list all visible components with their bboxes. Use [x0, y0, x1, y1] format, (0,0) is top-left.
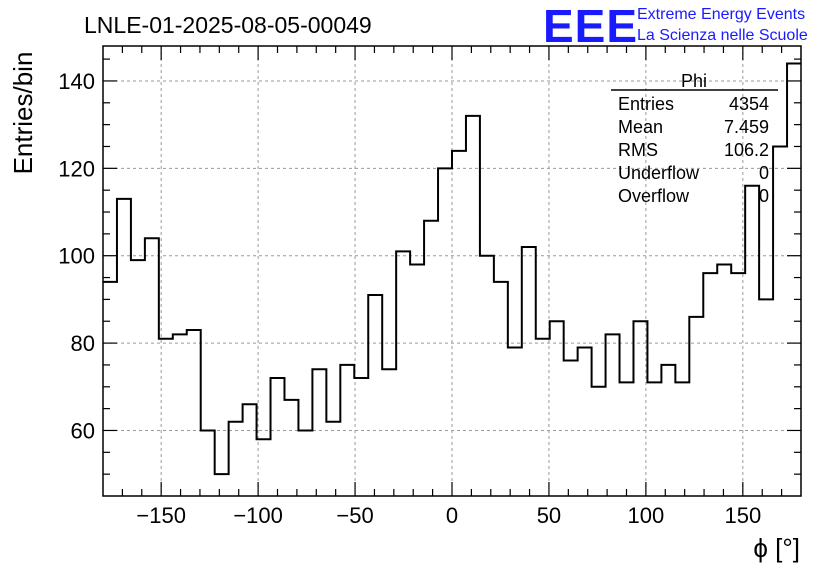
stats-box-name: Phi: [681, 71, 707, 91]
histogram-bin: [187, 330, 201, 496]
y-tick-label: 100: [58, 244, 95, 269]
stats-row-label: Mean: [618, 117, 663, 137]
histogram-bin: [229, 422, 243, 496]
histogram-bin: [424, 221, 438, 496]
histogram-bin: [438, 168, 452, 496]
histogram-bin: [647, 382, 661, 496]
histogram-bin: [215, 474, 229, 496]
logo-mark: EEE: [543, 0, 638, 52]
histogram-bin: [508, 347, 522, 496]
x-tick-label: 150: [724, 503, 761, 528]
histogram-bin: [550, 321, 564, 496]
x-tick-label: 50: [537, 503, 561, 528]
histogram-bin: [633, 321, 647, 496]
histogram-bin: [452, 151, 466, 496]
histogram-bin: [606, 334, 620, 496]
y-tick-label: 60: [71, 418, 95, 443]
x-tick-labels: −150 −100 −50 0 50 100 150: [136, 503, 761, 528]
histogram-bin: [284, 400, 298, 496]
histogram-bin: [731, 273, 745, 496]
histogram-bin: [564, 361, 578, 496]
histogram-bin: [703, 273, 717, 496]
axis-ticks: [103, 46, 801, 496]
histogram-bin: [592, 387, 606, 496]
x-tick-label: −100: [233, 503, 283, 528]
histogram-bin: [354, 378, 368, 496]
stats-row-value: 0: [759, 186, 769, 206]
histogram-bin: [201, 430, 215, 496]
stats-row-value: 0: [759, 163, 769, 183]
histogram-bin: [368, 295, 382, 496]
histogram-bin: [578, 347, 592, 496]
histogram-bin: [787, 63, 801, 496]
y-tick-label: 140: [58, 69, 95, 94]
logo-line-1: Extreme Energy Events: [637, 6, 805, 23]
y-tick-label: 80: [71, 331, 95, 356]
histogram-bin: [536, 339, 550, 496]
histogram-bin: [410, 264, 424, 496]
x-tick-label: 0: [446, 503, 458, 528]
histogram-bin: [396, 251, 410, 496]
y-axis-title: Entries/bin: [8, 52, 38, 175]
histogram-outline: [103, 62, 801, 476]
histogram-bin: [340, 365, 354, 496]
histogram-bin: [522, 247, 536, 496]
histogram-bin: [494, 282, 508, 496]
histogram-bin: [773, 146, 787, 496]
y-tick-label: 120: [58, 156, 95, 181]
histogram-bin: [759, 299, 773, 496]
x-tick-label: 100: [628, 503, 665, 528]
stats-row-label: Entries: [618, 94, 674, 114]
histogram-bin: [661, 365, 675, 496]
x-tick-label: −150: [136, 503, 186, 528]
logo-line-2: La Scienza nelle Scuole: [637, 27, 808, 44]
histogram-bin: [620, 382, 634, 496]
histogram-bin: [159, 339, 173, 496]
histogram-bin: [382, 369, 396, 496]
stats-row-label: Underflow: [618, 163, 700, 183]
histogram-bin: [312, 369, 326, 496]
histogram-bin: [675, 382, 689, 496]
histogram-bin: [480, 256, 494, 496]
chart-title: LNLE-01-2025-08-05-00049: [84, 12, 372, 38]
histogram-bin: [145, 238, 159, 496]
histogram-bin: [717, 264, 731, 496]
histogram-bin: [689, 317, 703, 496]
histogram-bin: [131, 260, 145, 496]
histogram-bin: [326, 422, 340, 496]
histogram-bin: [117, 199, 131, 496]
histogram-bin: [466, 116, 480, 496]
x-axis-title: ϕ [°]: [753, 533, 800, 563]
histogram-bin: [243, 404, 257, 496]
x-tick-label: −50: [336, 503, 373, 528]
stats-box: Phi Entries 4354 Mean 7.459 RMS 106.2 Un…: [611, 71, 778, 206]
stats-row-label: Overflow: [618, 186, 690, 206]
eee-logo: EEE Extreme Energy Events La Scienza nel…: [543, 0, 808, 52]
histogram-bin: [103, 282, 117, 496]
histogram-bin: [173, 334, 187, 496]
stats-row-label: RMS: [618, 140, 658, 160]
histogram-bin: [745, 186, 759, 496]
stats-row-value: 106.2: [724, 140, 769, 160]
stats-row-value: 4354: [729, 94, 769, 114]
histogram-bin: [271, 378, 285, 496]
stats-row-value: 7.459: [724, 117, 769, 137]
histogram-bin: [298, 430, 312, 496]
y-tick-labels: 60 80 100 120 140: [58, 69, 95, 444]
